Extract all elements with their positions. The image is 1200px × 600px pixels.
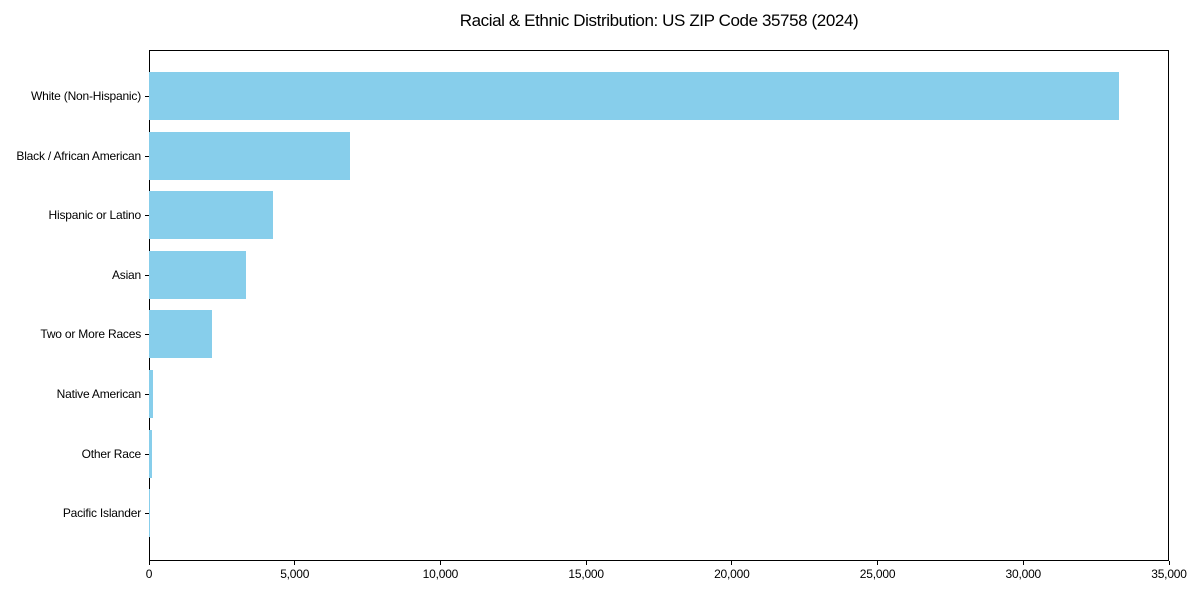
bar — [149, 370, 154, 418]
bar — [149, 131, 350, 180]
bar — [149, 250, 247, 299]
y-tick-label: Hispanic or Latino — [48, 208, 142, 223]
x-axis-tick — [1022, 561, 1024, 565]
x-axis-tick — [148, 561, 150, 565]
y-tick-label: Asian — [111, 267, 141, 282]
y-axis-tick — [145, 334, 149, 336]
y-axis-tick — [145, 274, 149, 276]
y-axis-tick — [145, 453, 149, 455]
y-axis-tick — [145, 394, 149, 395]
bar — [149, 429, 152, 478]
x-tick-label: 20,000 — [714, 567, 750, 581]
bar — [149, 72, 1120, 120]
x-axis-tick — [731, 561, 733, 565]
x-axis-tick — [294, 561, 296, 565]
x-axis-tick — [585, 561, 587, 565]
x-tick-label: 15,000 — [568, 567, 604, 581]
y-tick-label: Two or More Races — [40, 327, 141, 342]
x-axis-tick — [1168, 561, 1170, 565]
x-tick-label: 35,000 — [1151, 567, 1187, 581]
y-axis-tick — [145, 96, 149, 97]
y-axis-tick — [145, 215, 149, 217]
y-tick-label: Other Race — [81, 446, 142, 461]
y-tick-label: Native American — [56, 387, 142, 401]
plot-area — [149, 50, 1169, 561]
y-tick-label: Pacific Islander — [62, 506, 141, 521]
x-tick-label: 30,000 — [1005, 567, 1042, 581]
bar — [149, 310, 213, 359]
y-tick-label: White (Non-Hispanic) — [30, 89, 141, 103]
chart-title: Racial & Ethnic Distribution: US ZIP Cod… — [459, 11, 859, 30]
y-axis-tick — [145, 155, 149, 157]
bar — [149, 191, 274, 240]
x-tick-label: 10,000 — [422, 567, 459, 581]
x-tick-label: 25,000 — [859, 567, 896, 581]
x-tick-label: 5,000 — [280, 567, 310, 581]
x-axis-tick — [877, 561, 879, 565]
y-axis-tick — [145, 513, 149, 515]
x-tick-label: 0 — [145, 567, 153, 581]
x-axis-tick — [439, 561, 441, 565]
y-tick-label: Black / African American — [16, 148, 141, 163]
